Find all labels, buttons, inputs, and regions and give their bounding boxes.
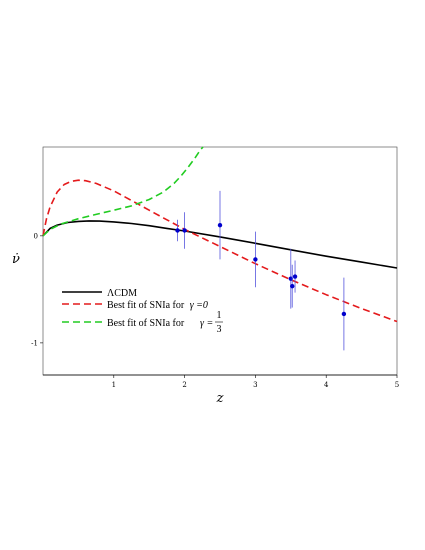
y-axis-label: ν̇ bbox=[12, 252, 20, 267]
x-tick-label: 2 bbox=[182, 381, 186, 389]
plot-area bbox=[42, 146, 398, 376]
y-tick-label: 0 bbox=[34, 232, 38, 240]
y-tick-label: -1 bbox=[31, 339, 38, 347]
data-point bbox=[175, 228, 180, 233]
x-tick-label: 3 bbox=[253, 381, 257, 389]
x-axis-label: z bbox=[216, 391, 224, 406]
y-ticks: 0 -1 bbox=[31, 232, 43, 347]
series-line-gamma13 bbox=[42, 146, 204, 237]
legend-label-gamma13: Best fit of SNIa for bbox=[107, 318, 185, 329]
data-point bbox=[253, 257, 258, 262]
data-point bbox=[341, 311, 347, 317]
x-tick-label: 1 bbox=[112, 381, 116, 389]
data-point bbox=[292, 274, 298, 279]
legend-label-gamma0-math: γ =0 bbox=[190, 300, 208, 311]
legend-label-gamma0: Best fit of SNIa for γ =0 bbox=[107, 300, 208, 311]
x-tick-label: 5 bbox=[395, 381, 399, 389]
x-tick-label: 4 bbox=[324, 381, 329, 389]
data-point bbox=[290, 283, 295, 289]
legend: ΛCDM Best fit of SNIa for γ =0 Best fit … bbox=[62, 288, 223, 335]
series-layer bbox=[42, 146, 398, 323]
legend-label-gamma0-text: Best fit of SNIa for bbox=[107, 300, 185, 311]
legend-label-lcdm: ΛCDM bbox=[107, 288, 137, 299]
series-line-gamma0 bbox=[42, 179, 398, 323]
legend-fraction-denominator: 3 bbox=[217, 324, 222, 335]
data-point bbox=[182, 228, 187, 233]
legend-label-gamma13-symbol: γ = bbox=[200, 318, 213, 329]
x-ticks: 1 2 3 4 5 bbox=[112, 375, 399, 389]
data-point bbox=[217, 222, 223, 228]
data-points bbox=[175, 190, 347, 351]
legend-fraction-numerator: 1 bbox=[217, 310, 222, 321]
